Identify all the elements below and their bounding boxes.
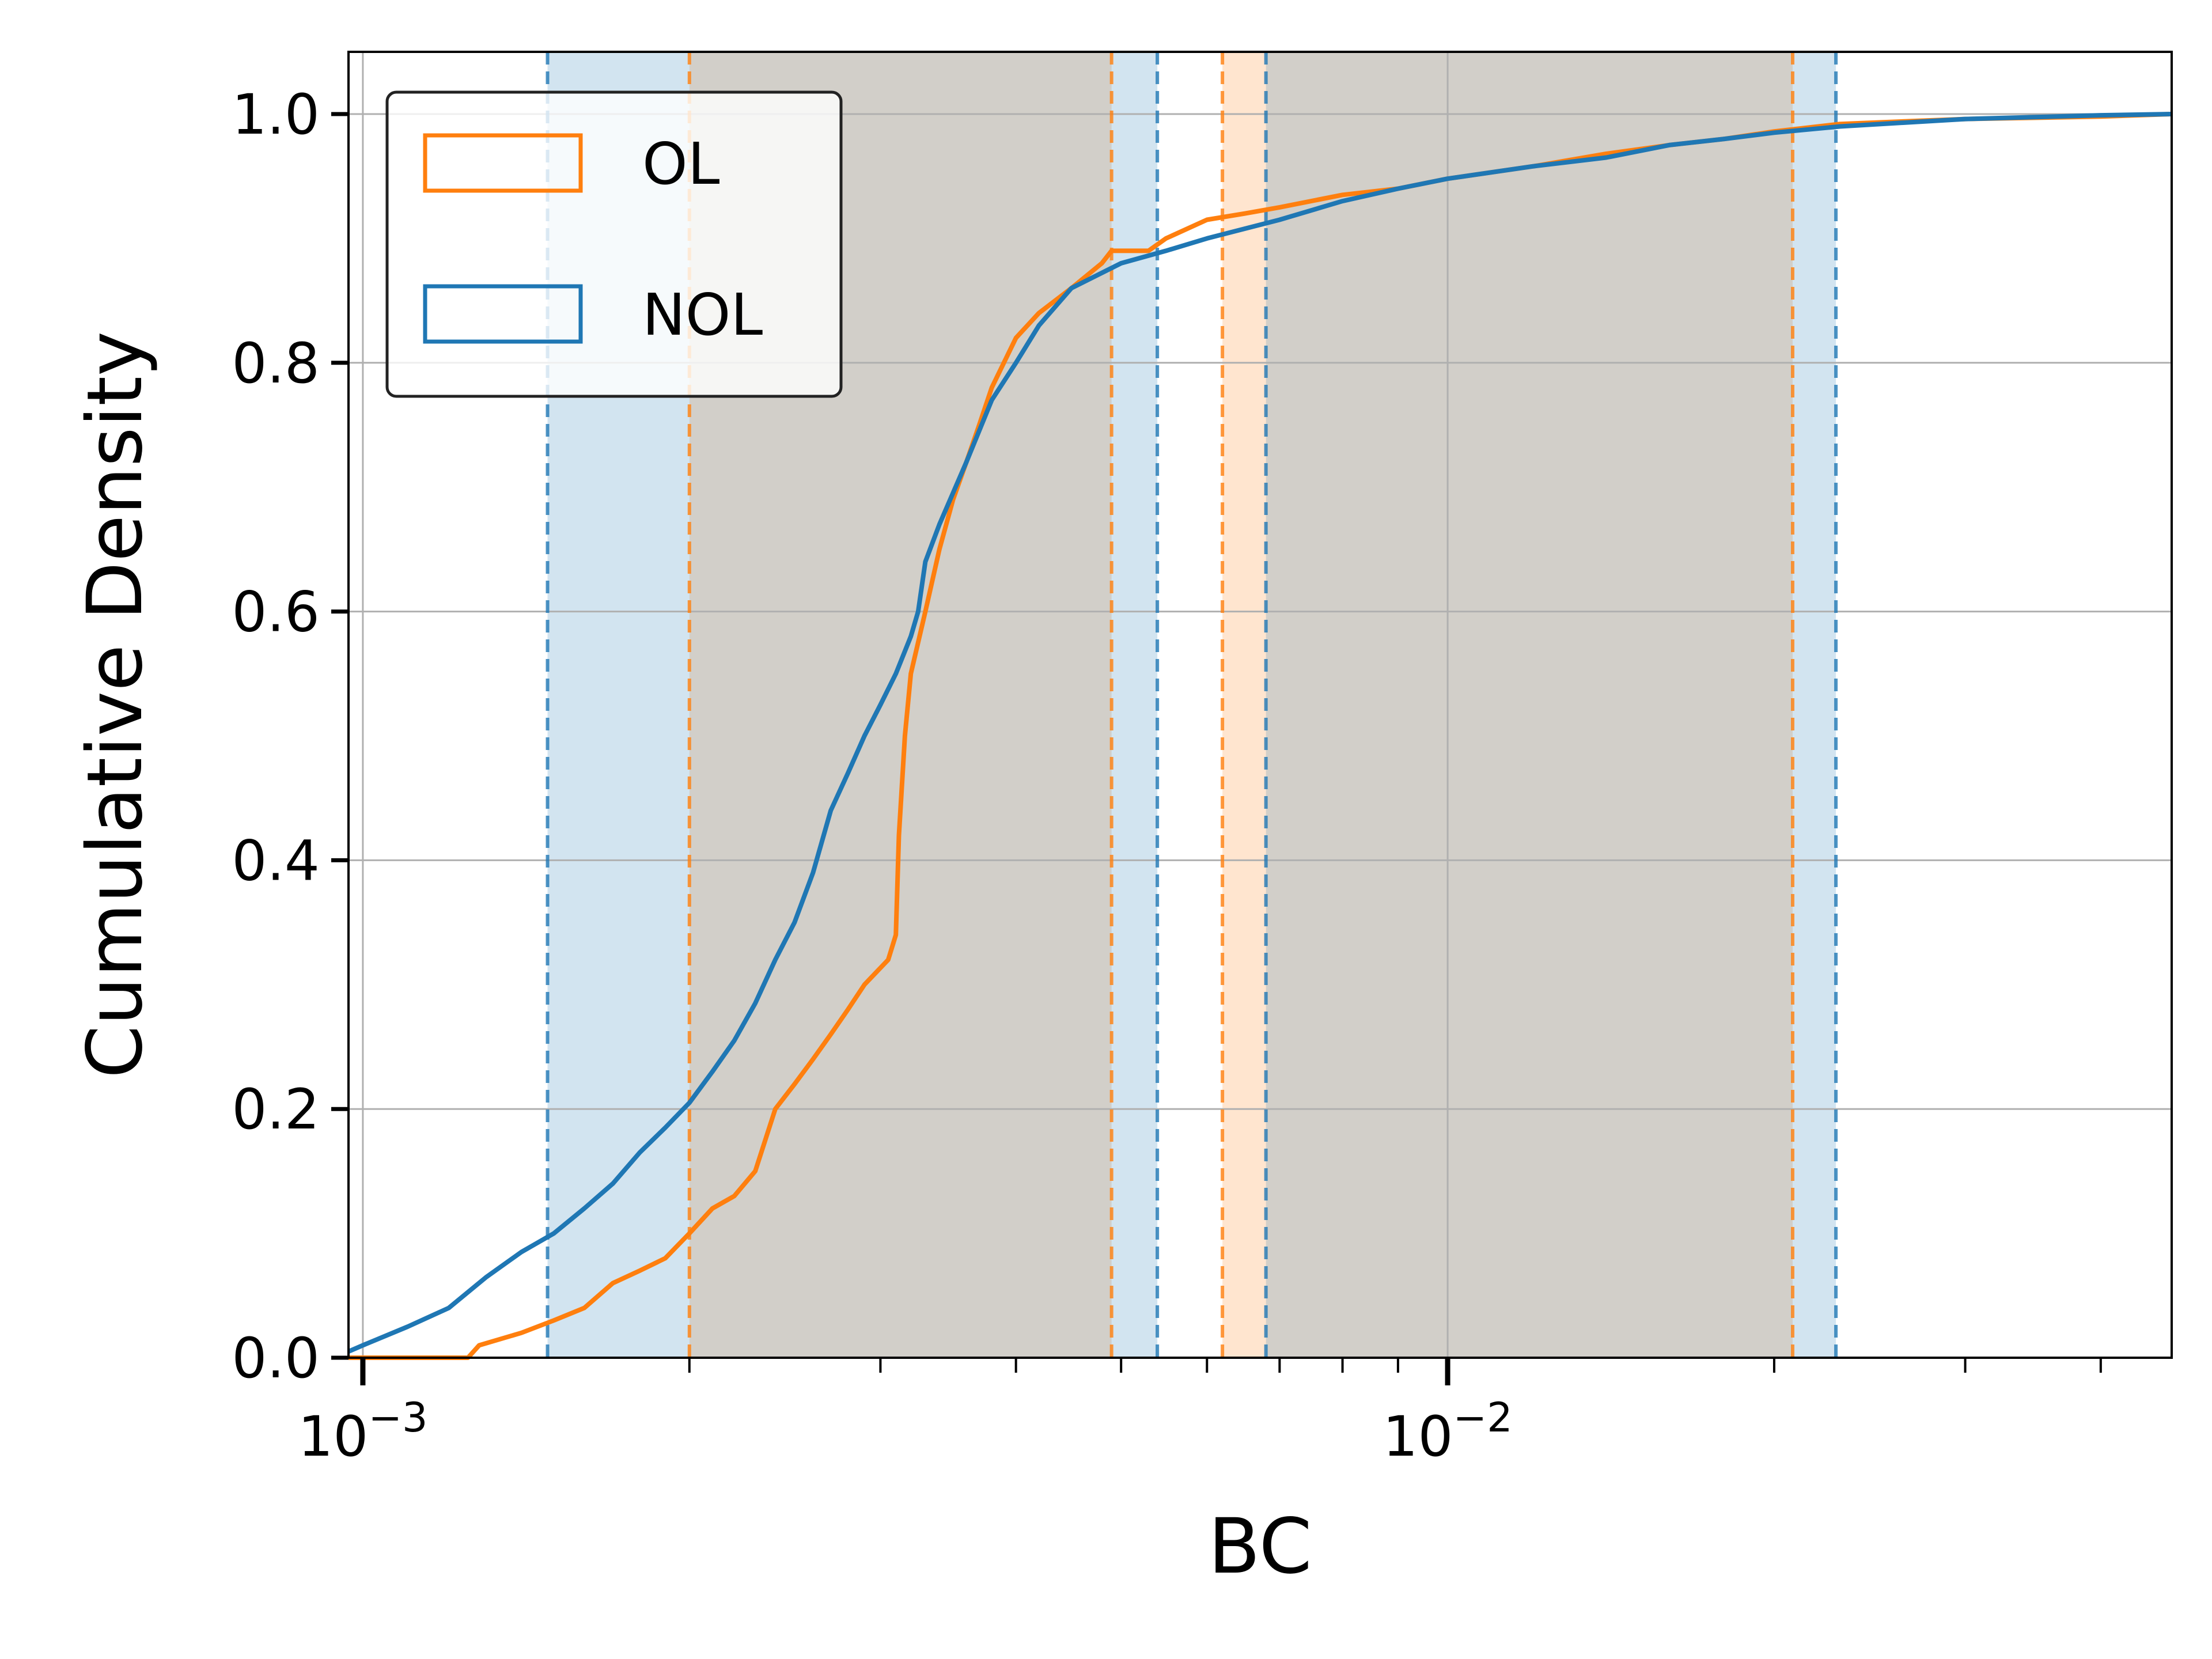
- legend: OL NOL: [385, 90, 843, 398]
- y-tick-label-1.0: 1.0: [232, 82, 320, 147]
- y-tick-label-0.8: 0.8: [232, 331, 320, 396]
- band-nol-1: [1266, 52, 1836, 1358]
- x-tick-label: 10−3: [298, 1394, 427, 1469]
- series-layer: [347, 112, 2172, 1360]
- x-tick-label: 10−2: [1382, 1394, 1512, 1469]
- legend-box: [385, 90, 843, 398]
- legend-swatch-nol: [423, 284, 583, 344]
- series-line-nol: [347, 112, 2172, 1354]
- ticks-layer: 0.0 0.2 0.4 0.6 0.8 1.0 10−3 10−2: [232, 82, 2102, 1469]
- legend-swatch-ol: [423, 133, 583, 193]
- band-ol-1: [1222, 52, 1793, 1358]
- y-tick-label-0.6: 0.6: [232, 580, 320, 645]
- legend-label-nol: NOL: [642, 281, 763, 349]
- y-axis-title: Cumulative Density: [71, 331, 160, 1078]
- y-tick-label-0.2: 0.2: [232, 1077, 320, 1142]
- legend-label-ol: OL: [642, 130, 720, 198]
- y-tick-label-0.4: 0.4: [232, 828, 320, 893]
- x-axis-title: BC: [1208, 1502, 1312, 1591]
- y-tick-label-0.0: 0.0: [232, 1326, 320, 1391]
- plot-frame: [347, 51, 2173, 1359]
